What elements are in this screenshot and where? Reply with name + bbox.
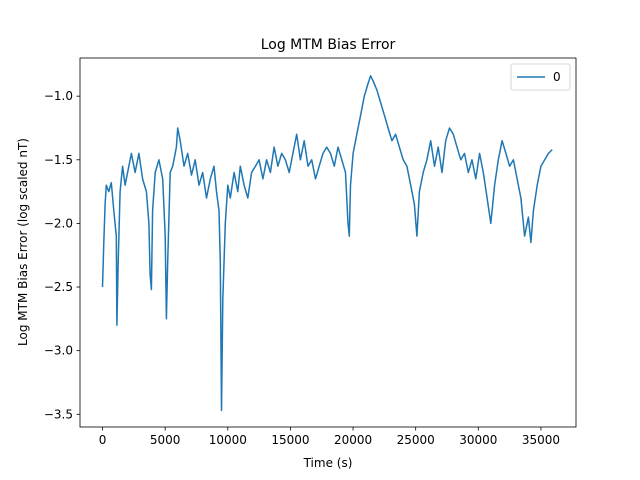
x-tick-label: 30000 (459, 433, 497, 447)
x-axis-label: Time (s) (303, 456, 353, 470)
x-tick-label: 0 (99, 433, 107, 447)
y-tick-label: −2.5 (44, 280, 73, 294)
x-tick-label: 10000 (209, 433, 247, 447)
x-tick-label: 35000 (522, 433, 560, 447)
legend: 0 (510, 63, 571, 91)
y-tick-label: −1.5 (44, 153, 73, 167)
x-tick-label: 20000 (334, 433, 372, 447)
axes-frame (79, 57, 577, 428)
y-tick-label: −3.0 (44, 344, 73, 358)
y-tick-label: −1.0 (44, 89, 73, 103)
y-tick-label: −2.0 (44, 216, 73, 230)
series-line-0 (101, 75, 553, 412)
plot-area (79, 57, 577, 428)
x-tick-label: 5000 (150, 433, 181, 447)
y-tick-label: −3.5 (44, 407, 73, 421)
y-axis-label: Log MTM Bias Error (log scaled nT) (16, 138, 30, 346)
x-tick-label: 15000 (271, 433, 309, 447)
x-axis: 0 5000 10000 15000 20000 25000 30000 35000 (99, 427, 560, 447)
y-axis: −3.5 −3.0 −2.5 −2.0 −1.5 −1.0 (44, 89, 80, 421)
x-tick-label: 25000 (397, 433, 435, 447)
chart-title: Log MTM Bias Error (261, 37, 396, 53)
legend-label: 0 (553, 70, 561, 84)
